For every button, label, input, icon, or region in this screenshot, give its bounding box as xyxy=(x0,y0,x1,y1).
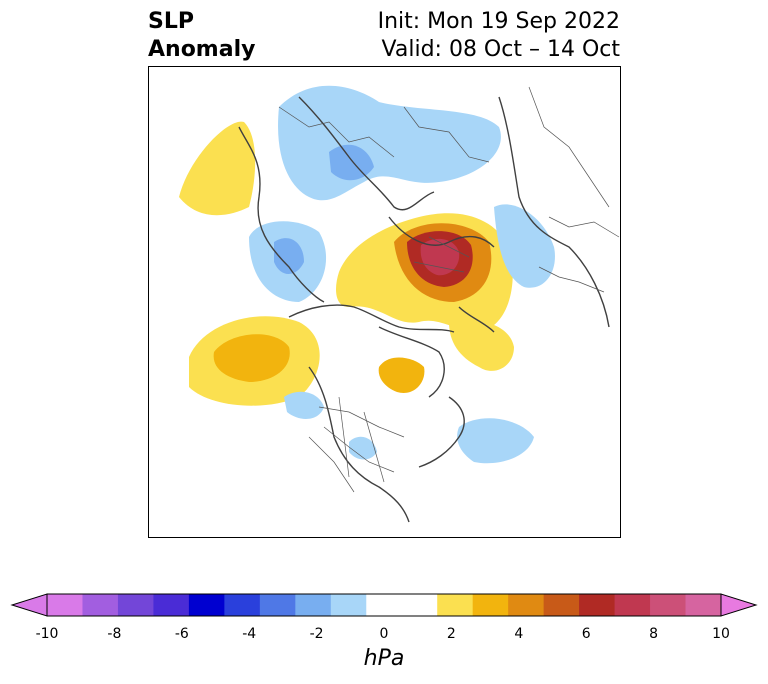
colorbar-bin xyxy=(366,594,403,616)
colorbar-tick-label: -4 xyxy=(242,626,257,642)
negative-anomaly-siberia xyxy=(494,204,555,288)
colorbar-extend-high xyxy=(720,593,758,617)
colorbar-bin xyxy=(330,594,367,616)
negative-anomaly-atlantic-south xyxy=(457,418,534,464)
colorbar-bin xyxy=(650,594,687,616)
colorbar-bin xyxy=(579,594,616,616)
polar-map xyxy=(148,66,621,538)
positive-anomaly-canada xyxy=(378,357,425,393)
variable-type: Anomaly xyxy=(148,37,256,62)
map-title: SLP Anomaly xyxy=(148,8,255,64)
colorbar-bin xyxy=(153,594,190,616)
colorbar-extend-low xyxy=(10,593,48,617)
colorbar-tick-label: 0 xyxy=(379,626,389,642)
colorbar xyxy=(10,593,758,617)
colorbar-tick-label: -6 xyxy=(174,626,189,642)
negative-anomaly-europe-core xyxy=(329,144,374,181)
colorbar-tick-label: -8 xyxy=(107,626,122,642)
political-borders xyxy=(278,86,620,493)
colorbar-bin xyxy=(47,594,83,616)
variable-name: SLP xyxy=(148,9,194,34)
coastlines xyxy=(238,96,610,523)
colorbar-tick-label: -2 xyxy=(309,626,324,642)
init-date: Init: Mon 19 Sep 2022 xyxy=(377,9,620,34)
colorbar-outline xyxy=(46,593,722,617)
colorbar-bin xyxy=(508,594,545,616)
colorbar-bin xyxy=(117,594,154,616)
valid-range: Valid: 08 Oct – 14 Oct xyxy=(381,37,620,62)
colorbar-bin xyxy=(543,594,580,616)
colorbar-bin xyxy=(224,594,261,616)
colorbar-bin xyxy=(472,594,509,616)
colorbar-unit: hPa xyxy=(363,646,405,671)
colorbar-tick-label: 8 xyxy=(649,626,659,642)
negative-anomaly-north-america xyxy=(284,391,324,419)
negative-anomaly-atlantic-core xyxy=(274,238,304,275)
positive-anomaly-arctic-core xyxy=(420,238,460,276)
colorbar-tick-label: 10 xyxy=(712,626,730,642)
positive-anomaly-greenland-sea xyxy=(449,320,514,371)
anomaly-shading xyxy=(179,85,555,464)
colorbar-tick-label: -10 xyxy=(35,626,59,642)
map-canvas xyxy=(179,85,620,523)
colorbar-bin xyxy=(295,594,332,616)
positive-anomaly-pacific-west xyxy=(179,121,256,216)
colorbar-tick-label: 2 xyxy=(446,626,456,642)
colorbar-bin xyxy=(259,594,296,616)
colorbar-tick-label: 4 xyxy=(514,626,524,642)
colorbar-bin xyxy=(401,594,438,616)
colorbar-bin xyxy=(188,594,225,616)
positive-anomaly-pacific-core xyxy=(213,334,290,382)
forecast-dates: Init: Mon 19 Sep 2022 Valid: 08 Oct – 14… xyxy=(378,8,620,64)
colorbar-bin xyxy=(685,594,722,616)
negative-anomaly-us xyxy=(349,436,377,460)
colorbar-bin xyxy=(82,594,119,616)
colorbar-tick-label: 6 xyxy=(581,626,591,642)
colorbar-bin xyxy=(437,594,474,616)
colorbar-bin xyxy=(614,594,651,616)
negative-anomaly-europe xyxy=(278,85,501,201)
